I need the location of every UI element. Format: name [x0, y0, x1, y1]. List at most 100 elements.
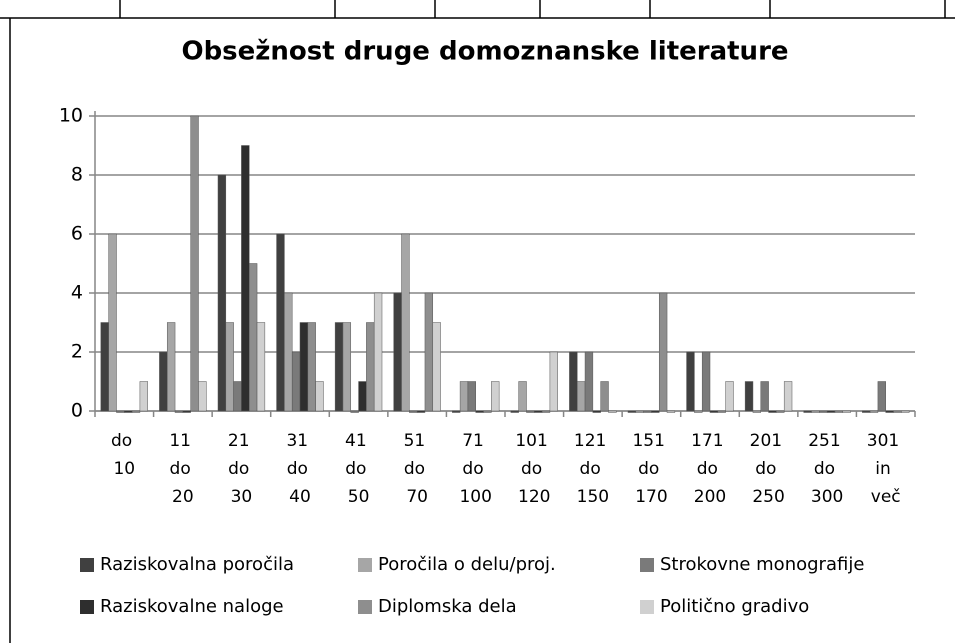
- bar: [869, 410, 879, 413]
- legend-label: Politično gradivo: [660, 596, 809, 617]
- bar: [276, 233, 285, 412]
- legend-swatch: [640, 600, 654, 614]
- bar: [510, 410, 519, 413]
- bar: [225, 322, 234, 412]
- bar: [893, 410, 902, 413]
- bar: [491, 381, 500, 412]
- bar: [768, 410, 777, 413]
- x-tick-label: 101 do 120: [515, 431, 553, 507]
- bar: [198, 381, 207, 412]
- bar: [159, 351, 168, 412]
- bar: [744, 381, 754, 412]
- bar: [174, 410, 184, 413]
- bar: [401, 233, 410, 412]
- bar: [549, 351, 558, 412]
- y-tick-label: 2: [71, 341, 83, 363]
- bar: [584, 351, 594, 412]
- bar: [569, 351, 578, 412]
- bar: [901, 410, 910, 413]
- bar: [334, 322, 344, 412]
- legend-swatch: [80, 558, 94, 572]
- legend-label: Raziskovalne naloge: [100, 596, 284, 617]
- bar: [217, 174, 227, 412]
- bar: [116, 410, 125, 413]
- bar: [752, 410, 762, 413]
- bar: [291, 351, 301, 412]
- x-tick-label: 251 do 300: [808, 431, 846, 507]
- y-tick-label: 6: [71, 223, 83, 245]
- bar: [284, 292, 293, 412]
- bar: [783, 381, 793, 412]
- bar: [819, 410, 828, 413]
- bar: [166, 322, 176, 412]
- bar: [803, 410, 812, 413]
- bar: [307, 322, 316, 412]
- x-tick-label: 121 do 150: [574, 431, 612, 507]
- bar: [409, 410, 418, 413]
- bar: [842, 410, 851, 413]
- bar: [862, 410, 871, 413]
- bar: [534, 410, 543, 413]
- chart-title: Obsežnost druge domoznanske literature: [181, 37, 788, 67]
- legend-swatch: [358, 600, 372, 614]
- bar: [666, 410, 676, 413]
- bar: [608, 410, 617, 413]
- bar: [424, 292, 434, 412]
- bar: [592, 410, 601, 413]
- bar: [131, 410, 141, 413]
- bar: [366, 322, 375, 412]
- x-tick-label: 41 do 50: [345, 431, 372, 507]
- x-tick-label: 71 do 100: [459, 431, 491, 507]
- bar: [651, 410, 660, 413]
- bar: [124, 410, 133, 413]
- bar: [826, 410, 836, 413]
- bar: [776, 410, 785, 413]
- bar: [108, 233, 117, 412]
- legend-label: Strokovne monografije: [660, 554, 864, 575]
- bar: [248, 263, 258, 412]
- y-tick-label: 0: [71, 400, 83, 422]
- bar: [432, 322, 441, 412]
- bar: [686, 351, 695, 412]
- bar: [241, 145, 250, 412]
- bar: [233, 381, 242, 412]
- bar: [518, 381, 527, 412]
- bar: [725, 381, 734, 412]
- bar: [256, 322, 266, 412]
- legend-swatch: [80, 600, 94, 614]
- x-tick-label: 11 do 20: [169, 431, 196, 507]
- bar: [100, 322, 109, 412]
- bar: [709, 410, 719, 413]
- legend-swatch: [640, 558, 654, 572]
- bar: [475, 410, 484, 413]
- bar: [358, 381, 367, 412]
- x-tick-label: 151 do 170: [632, 431, 670, 507]
- bar: [717, 410, 726, 413]
- bar: [139, 381, 148, 412]
- bar: [600, 381, 609, 412]
- legend-label: Poročila o delu/proj.: [378, 554, 556, 575]
- bar: [877, 381, 886, 412]
- x-tick-label: 301 in več: [867, 431, 905, 507]
- bar: [658, 292, 668, 412]
- bar: [393, 292, 402, 412]
- bar: [483, 410, 492, 413]
- bar: [299, 322, 309, 412]
- bar: [350, 410, 359, 413]
- y-tick-label: 10: [59, 105, 83, 127]
- bar: [373, 292, 383, 412]
- bar: [643, 410, 652, 413]
- bar: [459, 381, 469, 412]
- bar: [701, 351, 711, 412]
- bar: [315, 381, 324, 412]
- x-tick-label: 21 do 30: [228, 431, 255, 507]
- x-tick-label: 201 do 250: [750, 431, 788, 507]
- bar: [635, 410, 644, 413]
- legend-swatch: [358, 558, 372, 572]
- bar: [526, 410, 535, 413]
- bar: [834, 410, 844, 413]
- bar: [467, 381, 476, 412]
- bar: [452, 410, 461, 413]
